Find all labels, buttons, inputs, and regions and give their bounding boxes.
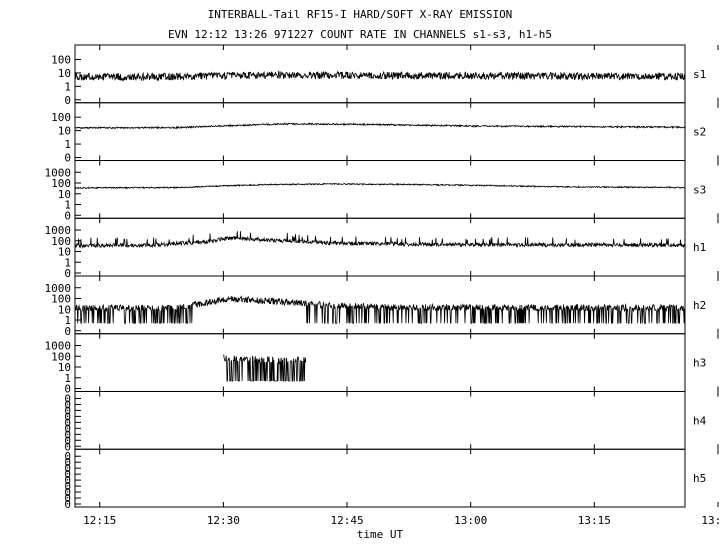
channel-label-s2: s2 bbox=[693, 126, 706, 139]
x-tick-label: 12:45 bbox=[330, 514, 363, 527]
series-trace-s1 bbox=[74, 70, 686, 82]
y-tick-label-h2: 1000 bbox=[45, 282, 72, 295]
y-tick-label-h2: 100 bbox=[51, 293, 71, 306]
y-tick-label-s3: 1 bbox=[64, 199, 71, 212]
y-tick-label-h4: 0 bbox=[64, 434, 71, 447]
y-tick-label-s1: 10 bbox=[58, 67, 71, 80]
channel-label-h3: h3 bbox=[693, 357, 706, 370]
y-tick-label-h4: 0 bbox=[64, 440, 71, 453]
y-tick-label-h1: 1 bbox=[64, 256, 71, 269]
y-tick-label-s1: 0 bbox=[64, 94, 71, 107]
y-tick-label-s1: 100 bbox=[51, 53, 71, 66]
x-tick-label: 13:30 bbox=[701, 514, 720, 527]
chart-title: INTERBALL-Tail RF15-I HARD/SOFT X-RAY EM… bbox=[207, 8, 513, 21]
y-tick-label-s2: 100 bbox=[51, 111, 71, 124]
y-tick-label-h3: 1000 bbox=[45, 340, 72, 353]
panel-frame-h4 bbox=[74, 391, 686, 450]
y-tick-label-h3: 1 bbox=[64, 372, 71, 385]
y-tick-label-s2: 10 bbox=[58, 125, 71, 138]
y-tick-label-s1: 1 bbox=[64, 80, 71, 93]
y-tick-label-s2: 0 bbox=[64, 152, 71, 165]
y-tick-label-h5: 0 bbox=[64, 468, 71, 481]
series-trace-h2 bbox=[74, 295, 686, 324]
channel-label-s1: s1 bbox=[693, 68, 706, 81]
y-tick-label-h4: 0 bbox=[64, 404, 71, 417]
y-tick-label-h5: 0 bbox=[64, 474, 71, 487]
y-tick-label-h2: 10 bbox=[58, 303, 71, 316]
x-tick-label: 12:15 bbox=[83, 514, 116, 527]
series-trace-s3 bbox=[74, 182, 686, 190]
y-tick-label-h3: 100 bbox=[51, 350, 71, 363]
y-tick-label-h5: 0 bbox=[64, 480, 71, 493]
y-tick-label-h4: 0 bbox=[64, 392, 71, 405]
y-tick-label-h2: 0 bbox=[64, 325, 71, 338]
y-tick-label-h5: 0 bbox=[64, 486, 71, 499]
channel-label-h5: h5 bbox=[693, 472, 706, 485]
y-tick-label-s3: 10 bbox=[58, 188, 71, 201]
y-tick-label-s3: 0 bbox=[64, 209, 71, 222]
y-tick-label-h5: 0 bbox=[64, 498, 71, 511]
channel-label-h1: h1 bbox=[693, 241, 706, 254]
y-tick-label-h1: 100 bbox=[51, 235, 71, 248]
y-tick-label-h3: 10 bbox=[58, 361, 71, 374]
panel-frame-h5 bbox=[74, 448, 686, 508]
y-tick-label-h5: 0 bbox=[64, 492, 71, 505]
series-trace-h3 bbox=[223, 354, 307, 382]
panel-frame-h1 bbox=[74, 217, 686, 277]
y-tick-label-h4: 0 bbox=[64, 410, 71, 423]
y-tick-label-h1: 1000 bbox=[45, 224, 72, 237]
channel-label-s3: s3 bbox=[693, 183, 706, 196]
y-tick-label-h5: 0 bbox=[64, 456, 71, 469]
y-tick-label-h2: 1 bbox=[64, 314, 71, 327]
panel-frame-s3 bbox=[74, 160, 686, 219]
y-tick-label-h3: 0 bbox=[64, 383, 71, 396]
y-tick-label-h1: 10 bbox=[58, 246, 71, 259]
y-tick-label-h1: 0 bbox=[64, 267, 71, 280]
y-tick-label-s3: 100 bbox=[51, 177, 71, 190]
y-tick-label-s2: 1 bbox=[64, 138, 71, 151]
y-tick-label-h4: 0 bbox=[64, 428, 71, 441]
channel-label-h4: h4 bbox=[693, 414, 707, 427]
panel-frame-s2 bbox=[74, 102, 686, 161]
y-tick-label-h4: 0 bbox=[64, 422, 71, 435]
panel-frame-h3 bbox=[74, 333, 686, 392]
chart-subtitle: EVN 12:12 13:26 971227 COUNT RATE IN CHA… bbox=[167, 28, 553, 41]
y-tick-label-h5: 0 bbox=[64, 450, 71, 463]
x-tick-label: 13:00 bbox=[454, 514, 487, 527]
series-trace-h1 bbox=[74, 231, 686, 249]
y-tick-label-h4: 0 bbox=[64, 416, 71, 429]
x-tick-label: 13:15 bbox=[578, 514, 611, 527]
panel-frame-h2 bbox=[74, 275, 686, 335]
y-tick-label-h4: 0 bbox=[64, 398, 71, 411]
x-tick-label: 12:30 bbox=[207, 514, 240, 527]
x-axis-label: time UT bbox=[357, 528, 404, 541]
series-trace-s2 bbox=[74, 122, 686, 130]
y-tick-label-s3: 1000 bbox=[45, 166, 72, 179]
y-tick-label-h5: 0 bbox=[64, 462, 71, 475]
channel-label-h2: h2 bbox=[693, 299, 706, 312]
